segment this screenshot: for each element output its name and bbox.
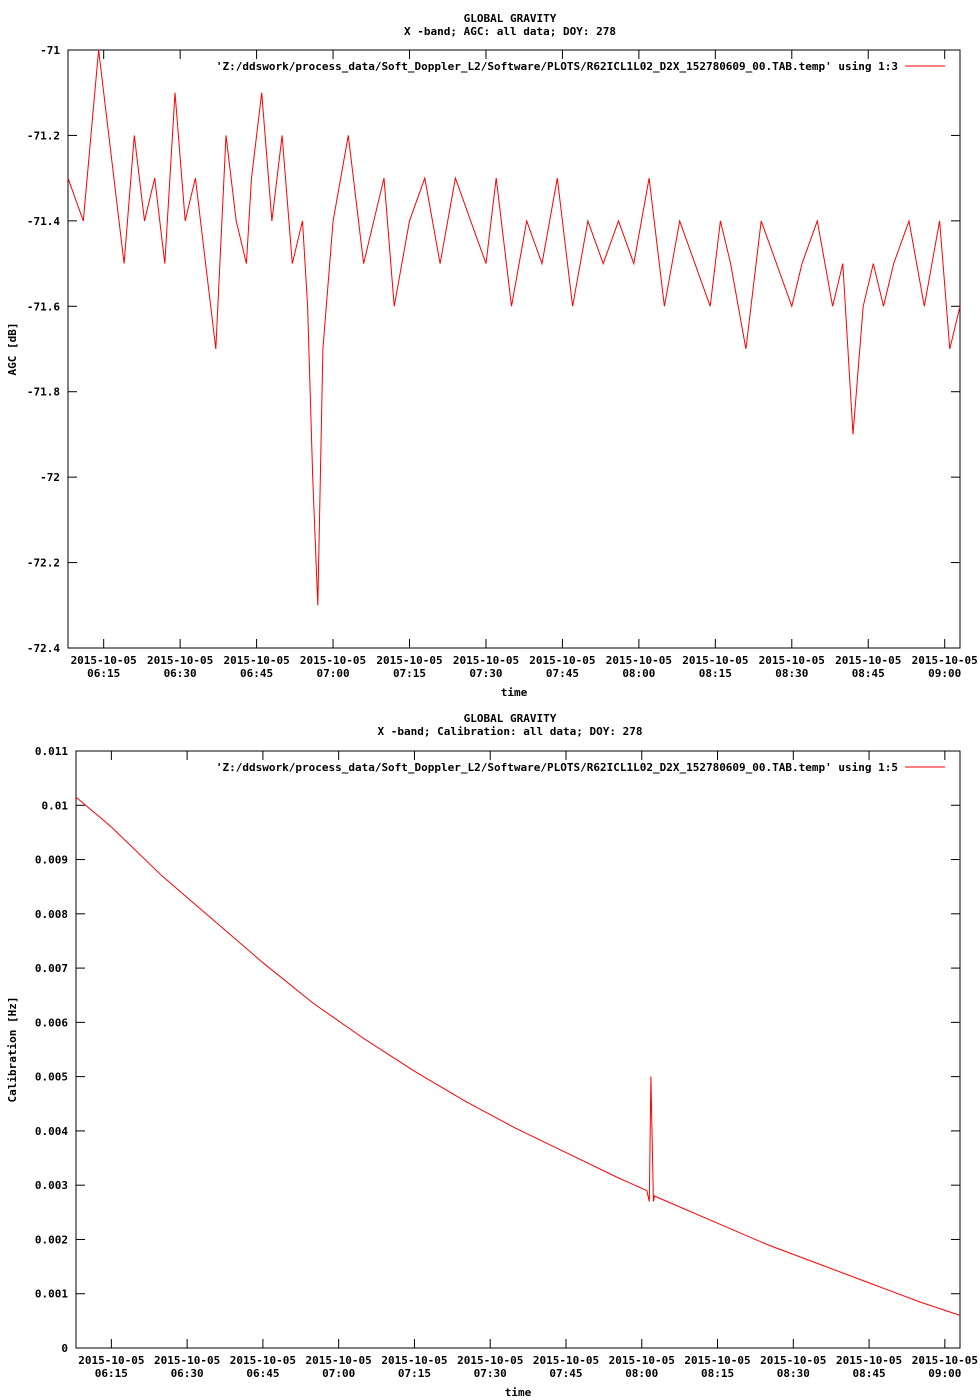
chart-subtitle: X -band; AGC: all data; DOY: 278 (404, 25, 616, 38)
x-tick-label-date: 2015-10-05 (223, 654, 289, 667)
y-tick-label: 0.009 (35, 854, 68, 867)
x-tick-label-time: 08:45 (852, 667, 885, 680)
y-tick-label: 0.007 (35, 962, 68, 975)
y-tick-label: -71 (40, 44, 60, 57)
x-tick-label-date: 2015-10-05 (376, 654, 442, 667)
x-tick-label-time: 07:15 (398, 1367, 431, 1380)
x-tick-label-time: 08:00 (625, 1367, 658, 1380)
y-tick-label: -71.2 (27, 129, 60, 142)
y-axis-label: AGC [dB] (6, 323, 19, 376)
x-tick-label-time: 07:30 (469, 667, 502, 680)
x-tick-label-time: 08:30 (777, 1367, 810, 1380)
y-tick-label: -72 (40, 471, 60, 484)
x-tick-label-time: 09:00 (928, 1367, 961, 1380)
chart-title: GLOBAL GRAVITY (464, 12, 557, 25)
x-tick-label-time: 07:00 (316, 667, 349, 680)
x-tick-label-date: 2015-10-05 (684, 1354, 750, 1367)
y-tick-label: -71.4 (27, 215, 60, 228)
x-tick-label-time: 07:45 (549, 1367, 582, 1380)
y-tick-label: 0.001 (35, 1288, 68, 1301)
x-tick-label-date: 2015-10-05 (154, 1354, 220, 1367)
y-tick-label: 0.004 (35, 1125, 68, 1138)
x-tick-label-date: 2015-10-05 (457, 1354, 523, 1367)
y-tick-label: 0.01 (42, 799, 69, 812)
x-tick-label-date: 2015-10-05 (453, 654, 519, 667)
x-tick-label-time: 07:15 (393, 667, 426, 680)
y-tick-label: -71.6 (27, 300, 60, 313)
x-tick-label-time: 06:30 (171, 1367, 204, 1380)
x-tick-label-date: 2015-10-05 (147, 654, 213, 667)
x-tick-label-time: 07:00 (322, 1367, 355, 1380)
x-tick-label-date: 2015-10-05 (230, 1354, 296, 1367)
x-tick-label-date: 2015-10-05 (835, 654, 901, 667)
x-tick-label-time: 06:30 (164, 667, 197, 680)
x-tick-label-date: 2015-10-05 (71, 654, 137, 667)
y-tick-label: 0.003 (35, 1179, 68, 1192)
y-tick-label: 0.002 (35, 1233, 68, 1246)
x-tick-label-time: 09:00 (928, 667, 961, 680)
y-tick-label: 0.008 (35, 908, 68, 921)
x-axis-label: time (501, 686, 528, 699)
y-tick-label: 0.005 (35, 1071, 68, 1084)
x-tick-label-time: 07:45 (546, 667, 579, 680)
x-tick-label-time: 06:15 (87, 667, 120, 680)
x-tick-label-date: 2015-10-05 (381, 1354, 447, 1367)
x-tick-label-date: 2015-10-05 (529, 654, 595, 667)
x-tick-label-time: 08:00 (622, 667, 655, 680)
x-tick-label-time: 08:15 (701, 1367, 734, 1380)
chart-title: GLOBAL GRAVITY (464, 712, 557, 725)
x-tick-label-date: 2015-10-05 (78, 1354, 144, 1367)
x-axis-label: time (505, 1386, 532, 1399)
x-tick-label-time: 08:30 (775, 667, 808, 680)
x-tick-label-time: 06:15 (95, 1367, 128, 1380)
series-line-1 (75, 796, 961, 1316)
x-tick-label-date: 2015-10-05 (533, 1354, 599, 1367)
x-tick-label-date: 2015-10-05 (306, 1354, 372, 1367)
chart-subtitle: X -band; Calibration: all data; DOY: 278 (378, 725, 643, 738)
x-tick-label-time: 07:30 (474, 1367, 507, 1380)
y-tick-label: -72.4 (27, 642, 60, 655)
x-tick-label-date: 2015-10-05 (682, 654, 748, 667)
y-tick-label: 0 (61, 1342, 68, 1355)
y-tick-label: 0.011 (35, 745, 68, 758)
x-tick-label-date: 2015-10-05 (609, 1354, 675, 1367)
y-tick-label: -72.2 (27, 557, 60, 570)
x-tick-label-time: 06:45 (246, 1367, 279, 1380)
y-axis-label: Calibration [Hz] (6, 997, 19, 1103)
x-tick-label-date: 2015-10-05 (300, 654, 366, 667)
x-tick-label-date: 2015-10-05 (912, 654, 978, 667)
x-tick-label-date: 2015-10-05 (836, 1354, 902, 1367)
legend-label: 'Z:/ddswork/process_data/Soft_Doppler_L2… (216, 761, 898, 774)
x-tick-label-date: 2015-10-05 (759, 654, 825, 667)
plot-frame (75, 750, 961, 1349)
x-tick-label-date: 2015-10-05 (760, 1354, 826, 1367)
y-tick-label: 0.006 (35, 1016, 68, 1029)
series-line-1 (67, 49, 961, 606)
y-tick-label: -71.8 (27, 386, 60, 399)
legend-label: 'Z:/ddswork/process_data/Soft_Doppler_L2… (216, 60, 898, 73)
x-tick-label-time: 08:15 (699, 667, 732, 680)
x-tick-label-date: 2015-10-05 (912, 1354, 978, 1367)
x-tick-label-time: 06:45 (240, 667, 273, 680)
x-tick-label-date: 2015-10-05 (606, 654, 672, 667)
x-tick-label-time: 08:45 (853, 1367, 886, 1380)
plot-frame (67, 49, 961, 649)
